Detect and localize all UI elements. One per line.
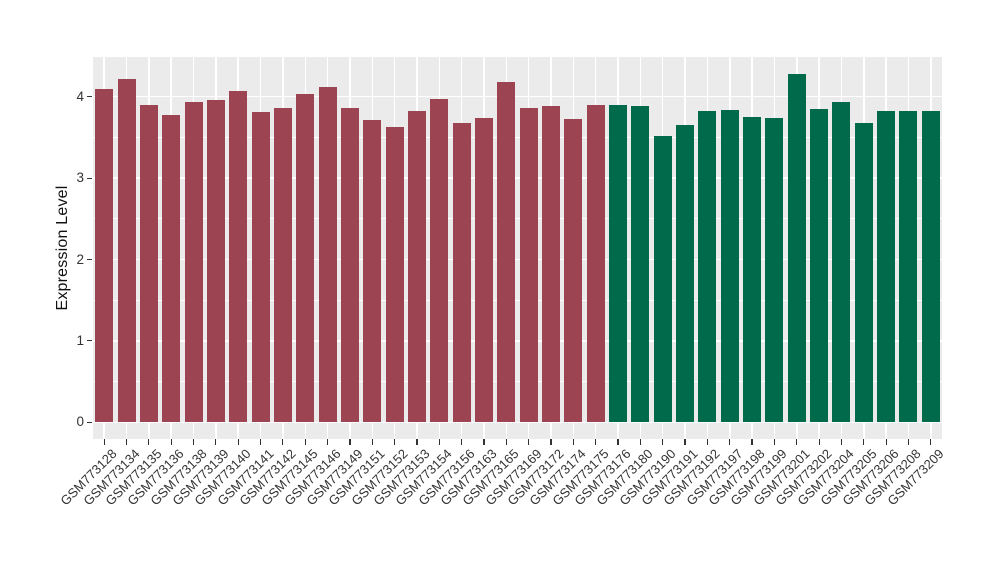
y-tick-label: 3 xyxy=(76,170,84,186)
minor-gridline xyxy=(93,137,942,138)
bar-GSM773141 xyxy=(251,112,270,423)
bar-GSM773192 xyxy=(698,110,717,423)
bar-GSM773205 xyxy=(854,122,873,423)
bar-GSM773153 xyxy=(407,110,426,423)
y-tick-label: 2 xyxy=(76,251,84,267)
bar-GSM773174 xyxy=(564,118,583,423)
x-tick-mark xyxy=(773,439,776,445)
x-tick-mark xyxy=(259,439,262,445)
bar-GSM773140 xyxy=(229,91,248,423)
x-tick-mark xyxy=(706,439,708,445)
x-tick-mark xyxy=(304,439,306,445)
bar-GSM773204 xyxy=(832,101,851,423)
minor-gridline xyxy=(93,381,942,382)
y-tick-mark xyxy=(87,340,92,342)
bar-GSM773134 xyxy=(117,78,136,423)
x-tick-mark xyxy=(237,439,239,445)
bar-GSM773202 xyxy=(810,108,829,423)
x-tick-mark xyxy=(930,439,932,445)
x-tick-mark xyxy=(483,439,485,445)
bar-GSM773209 xyxy=(921,110,940,423)
major-gridline xyxy=(93,340,942,342)
bar-GSM773191 xyxy=(676,125,695,423)
minor-gridline xyxy=(93,299,942,301)
x-tick-mark xyxy=(416,439,418,445)
x-tick-mark xyxy=(751,439,753,445)
bar-GSM773206 xyxy=(877,111,896,423)
minor-gridline xyxy=(93,218,942,220)
y-tick-label: 1 xyxy=(76,332,84,348)
x-tick-mark xyxy=(461,439,463,445)
x-tick-mark xyxy=(885,439,887,445)
bar-GSM773175 xyxy=(586,104,605,423)
x-tick-mark xyxy=(326,439,329,445)
bar-GSM773151 xyxy=(363,120,382,423)
x-tick-mark xyxy=(170,439,172,445)
bar-GSM773198 xyxy=(743,117,762,423)
x-tick-mark xyxy=(684,439,686,445)
bar-GSM773180 xyxy=(631,106,650,423)
bar-GSM773138 xyxy=(184,102,203,423)
bar-GSM773208 xyxy=(899,110,918,423)
bar-GSM773154 xyxy=(430,99,449,423)
x-tick-mark xyxy=(572,439,574,445)
bar-GSM773176 xyxy=(609,104,628,423)
bar-GSM773145 xyxy=(296,94,315,423)
bar-GSM773149 xyxy=(340,108,359,423)
bar-GSM773128 xyxy=(95,89,114,423)
x-tick-mark xyxy=(282,439,284,445)
bar-GSM773136 xyxy=(162,115,181,423)
x-tick-mark xyxy=(148,439,150,445)
x-tick-mark xyxy=(617,439,619,445)
x-tick-mark xyxy=(438,439,440,445)
bar-GSM773190 xyxy=(653,135,672,423)
y-tick-mark xyxy=(87,421,92,423)
x-tick-mark xyxy=(394,439,396,445)
bar-GSM773142 xyxy=(273,108,292,423)
y-tick-label: 4 xyxy=(76,88,84,104)
bar-GSM773135 xyxy=(139,104,158,423)
x-tick-mark xyxy=(796,439,798,445)
bar-GSM773201 xyxy=(787,73,806,423)
bar-GSM773197 xyxy=(720,109,739,423)
major-gridline xyxy=(93,258,942,261)
x-tick-mark xyxy=(639,439,641,445)
bar-GSM773152 xyxy=(385,126,404,423)
x-tick-mark xyxy=(528,439,530,445)
bar-GSM773146 xyxy=(318,86,337,423)
major-gridline xyxy=(93,95,942,98)
x-tick-mark xyxy=(595,439,597,445)
x-tick-mark xyxy=(863,439,865,445)
x-tick-mark xyxy=(125,439,128,445)
y-tick-mark xyxy=(87,177,92,179)
y-tick-mark xyxy=(87,258,92,261)
y-tick-label: 0 xyxy=(76,414,84,430)
x-tick-mark xyxy=(371,439,373,445)
bar-GSM773156 xyxy=(452,122,471,423)
y-axis-title: Expression Level xyxy=(54,185,71,311)
x-tick-mark xyxy=(103,439,105,445)
plot-panel xyxy=(93,57,942,439)
x-tick-mark xyxy=(907,439,910,445)
x-tick-mark xyxy=(349,439,351,445)
y-tick-mark xyxy=(87,96,92,98)
bar-GSM773139 xyxy=(206,99,225,423)
x-tick-mark xyxy=(818,439,820,445)
major-gridline xyxy=(93,421,942,424)
bar-GSM773172 xyxy=(542,106,560,423)
x-tick-mark xyxy=(505,439,507,445)
x-tick-mark xyxy=(215,439,217,445)
x-tick-mark xyxy=(729,439,731,445)
x-tick-mark xyxy=(550,439,552,445)
bar-GSM773163 xyxy=(474,117,493,423)
major-gridline xyxy=(93,177,942,179)
x-tick-mark xyxy=(662,439,664,445)
bar-GSM773165 xyxy=(497,82,516,423)
bar-GSM773169 xyxy=(519,108,538,423)
bar-GSM773199 xyxy=(765,117,784,423)
x-tick-mark xyxy=(840,439,843,445)
x-tick-mark xyxy=(192,439,195,445)
